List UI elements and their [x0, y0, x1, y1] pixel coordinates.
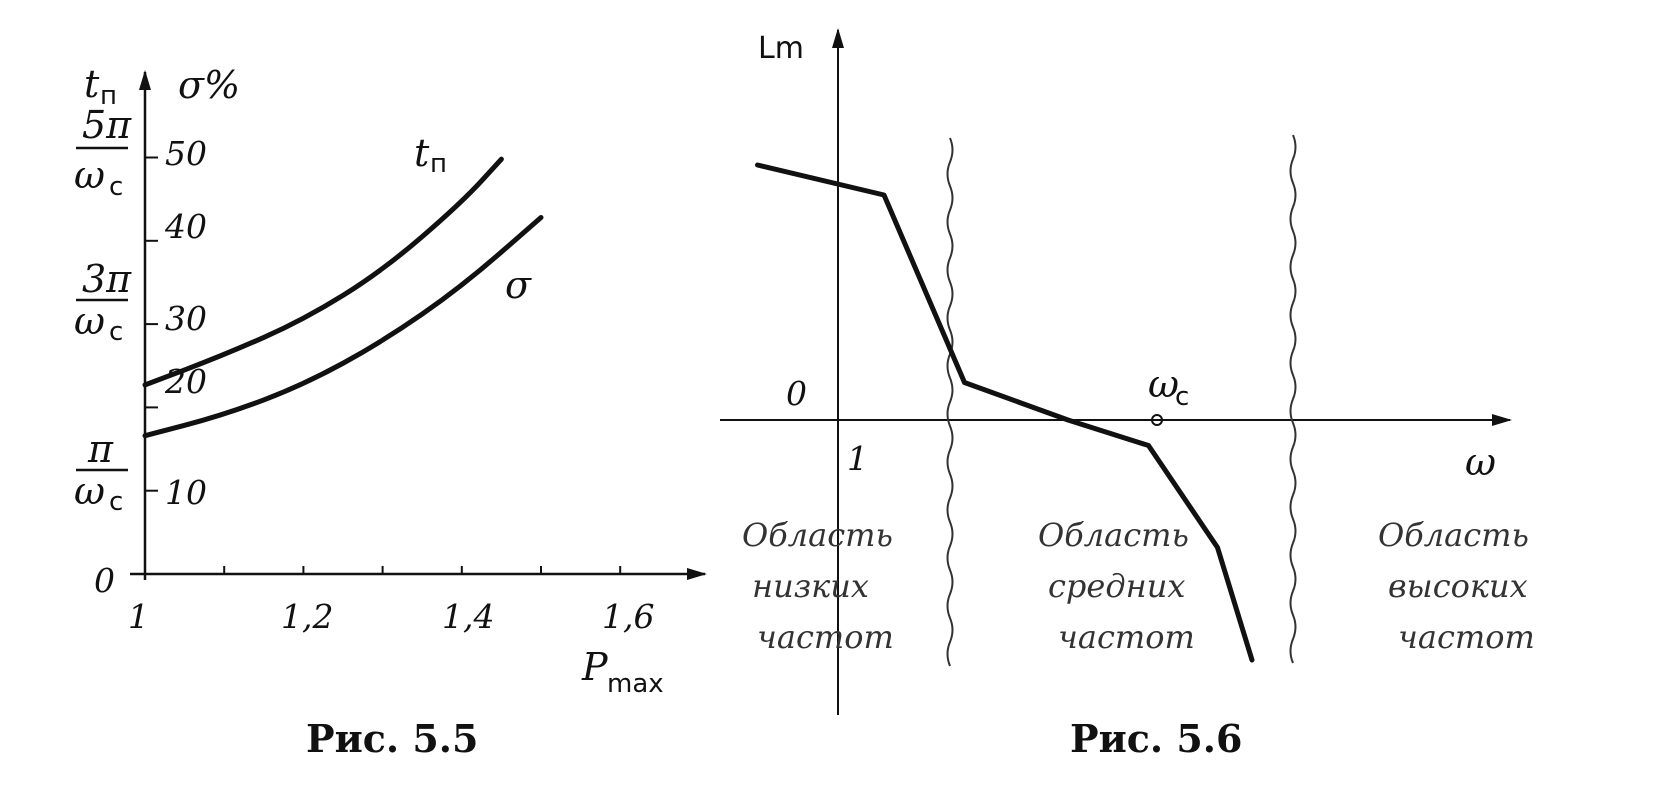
series-group	[142, 156, 544, 439]
svg-text:Область: Область	[1378, 516, 1529, 554]
crossover-point	[1151, 414, 1163, 426]
region-mid: Область средних частот	[1038, 516, 1195, 656]
fraction-label-pi: π ω c	[74, 427, 128, 517]
fraction-label-3pi: 3π ω c	[74, 257, 132, 347]
low-mid-boundary	[946, 137, 954, 667]
series-label-sigma: σ	[505, 263, 532, 307]
mid-high-boundary	[1289, 134, 1297, 664]
svg-text:3π: 3π	[82, 257, 132, 301]
y-tick-label-50: 50	[165, 134, 207, 173]
y-tick-label-10: 10	[165, 473, 207, 512]
fraction-label-5pi: 5π ω c	[74, 103, 132, 202]
x-tick-label-1-4: 1,4	[442, 597, 494, 636]
x-tick-label-1-6: 1,6	[602, 597, 654, 636]
svg-text:c: c	[109, 317, 123, 347]
region-high: Область высоких частот	[1378, 516, 1535, 656]
unit-label: 1	[847, 439, 868, 478]
x-tick-label-1: 1	[128, 597, 149, 636]
svg-text:ω: ω	[74, 299, 105, 343]
y-axis-label-right: σ%	[178, 63, 240, 107]
series-line-tp	[142, 156, 504, 388]
caption-5-5: Рис. 5.5	[306, 716, 478, 761]
chart-5-5: 0 1 1,2 1,4 1,6 P max 10 20 30 40 50 σ% …	[74, 62, 707, 761]
x-tick-label-1-2: 1,2	[281, 597, 333, 636]
lm-curve	[755, 162, 1255, 663]
y-axis-label-left: t	[84, 62, 100, 106]
chart-5-6: Lm ω 0 1 ω c Область низких частот Облас…	[720, 28, 1535, 761]
svg-text:Область: Область	[1038, 516, 1189, 554]
crossover-label-sub: c	[1175, 382, 1189, 412]
svg-text:частот: частот	[1398, 618, 1535, 656]
x-axis-label: P	[581, 645, 609, 689]
svg-text:π: π	[87, 427, 114, 471]
series-line-sigma	[142, 214, 544, 439]
svg-text:средних: средних	[1048, 567, 1185, 605]
origin-label: 0	[786, 374, 807, 413]
lm-curve-group	[755, 162, 1255, 663]
x-tick-marks	[223, 566, 622, 574]
svg-text:Область: Область	[742, 516, 893, 554]
svg-text:c: c	[109, 487, 123, 517]
crossover-label: ω	[1148, 362, 1179, 406]
svg-text:ω: ω	[74, 153, 105, 197]
svg-text:ω: ω	[74, 469, 105, 513]
svg-text:частот: частот	[1058, 618, 1195, 656]
caption-5-6: Рис. 5.6	[1070, 716, 1242, 761]
omega-axis-label: ω	[1465, 440, 1496, 484]
x-axis-label-sub: max	[607, 669, 664, 699]
svg-text:частот: частот	[757, 618, 894, 656]
y-tick-label-30: 30	[165, 299, 207, 338]
y-tick-marks	[145, 156, 158, 492]
region-low: Область низких частот	[742, 516, 894, 656]
svg-text:c: c	[109, 172, 123, 202]
lm-axis-label: Lm	[758, 31, 804, 66]
origin-label: 0	[94, 561, 115, 600]
svg-text:5π: 5π	[82, 103, 132, 147]
svg-text:высоких: высоких	[1388, 567, 1528, 605]
y-axis-label-left-sub: п	[100, 81, 117, 111]
series-label-tp: t	[414, 131, 430, 175]
y-tick-label-40: 40	[164, 207, 207, 246]
series-label-tp-sub: п	[430, 149, 447, 179]
svg-text:низких: низких	[752, 567, 869, 605]
